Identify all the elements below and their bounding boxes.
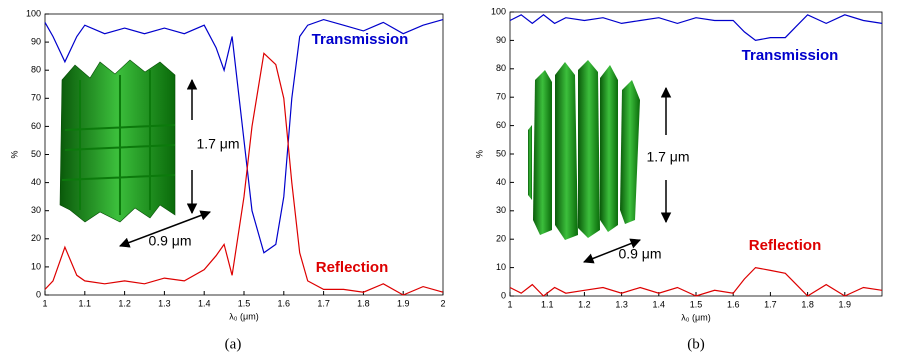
x-tick-label: 1.9 (397, 298, 410, 308)
x-tick-label: 1.3 (158, 298, 171, 308)
y-tick-label: 0 (501, 290, 506, 300)
x-tick-label: 1.6 (278, 298, 291, 308)
series-line (510, 268, 882, 296)
y-tick-label: 10 (496, 262, 506, 272)
series-label: Transmission (312, 31, 409, 48)
x-axis-label: λ₀ (μm) (229, 311, 258, 321)
x-tick-label: 1.5 (690, 299, 703, 309)
series-label: Reflection (749, 237, 822, 254)
x-tick-label: 1.9 (839, 299, 852, 309)
y-tick-label: 40 (496, 177, 506, 187)
structure-b (528, 60, 666, 262)
caption: (a) (225, 336, 242, 352)
y-tick-label: 100 (491, 6, 506, 16)
series-line (510, 15, 882, 41)
y-tick-label: 50 (31, 149, 41, 159)
y-tick-label: 0 (36, 289, 41, 299)
x-tick-label: 1.8 (801, 299, 814, 309)
x-tick-label: 1.8 (357, 298, 370, 308)
x-tick-label: 1.2 (578, 299, 591, 309)
y-tick-label: 50 (496, 148, 506, 158)
x-tick-label: 1.1 (79, 298, 92, 308)
y-tick-label: 40 (31, 177, 41, 187)
y-tick-label: 30 (496, 205, 506, 215)
y-tick-label: 20 (496, 234, 506, 244)
dimension-label: 0.9 μm (148, 233, 191, 249)
x-tick-label: 1.7 (764, 299, 777, 309)
series-label: Reflection (316, 259, 389, 276)
y-tick-label: 20 (31, 233, 41, 243)
y-tick-label: 100 (26, 8, 41, 18)
dimension-label: 0.9 μm (618, 246, 661, 262)
x-tick-label: 1.5 (238, 298, 251, 308)
x-tick-label: 1.4 (198, 298, 211, 308)
y-axis-label: % (474, 150, 484, 158)
x-tick-label: 1.1 (541, 299, 554, 309)
y-tick-label: 60 (496, 120, 506, 130)
y-tick-label: 10 (31, 261, 41, 271)
y-tick-label: 90 (31, 36, 41, 46)
y-tick-label: 80 (496, 63, 506, 73)
figure: 010203040506070809010011.11.21.31.41.51.… (0, 0, 902, 358)
dimension-label: 1.7 μm (646, 149, 689, 165)
x-tick-label: 1.6 (727, 299, 740, 309)
x-tick-label: 1 (507, 299, 512, 309)
y-tick-label: 70 (31, 93, 41, 103)
dimension-label: 1.7 μm (196, 136, 239, 152)
y-tick-label: 60 (31, 121, 41, 131)
y-tick-label: 30 (31, 205, 41, 215)
x-tick-label: 2 (440, 298, 445, 308)
x-tick-label: 1.7 (317, 298, 330, 308)
series-label: Transmission (742, 47, 839, 64)
y-tick-label: 90 (496, 35, 506, 45)
structure-a (60, 60, 210, 246)
x-tick-label: 1.3 (615, 299, 628, 309)
x-tick-label: 1.2 (118, 298, 131, 308)
x-axis-label: λ₀ (μm) (681, 312, 710, 322)
y-tick-label: 70 (496, 92, 506, 102)
caption: (b) (687, 336, 705, 352)
x-tick-label: 1.4 (653, 299, 666, 309)
x-tick-label: 1 (42, 298, 47, 308)
y-axis-label: % (9, 150, 19, 158)
y-tick-label: 80 (31, 65, 41, 75)
